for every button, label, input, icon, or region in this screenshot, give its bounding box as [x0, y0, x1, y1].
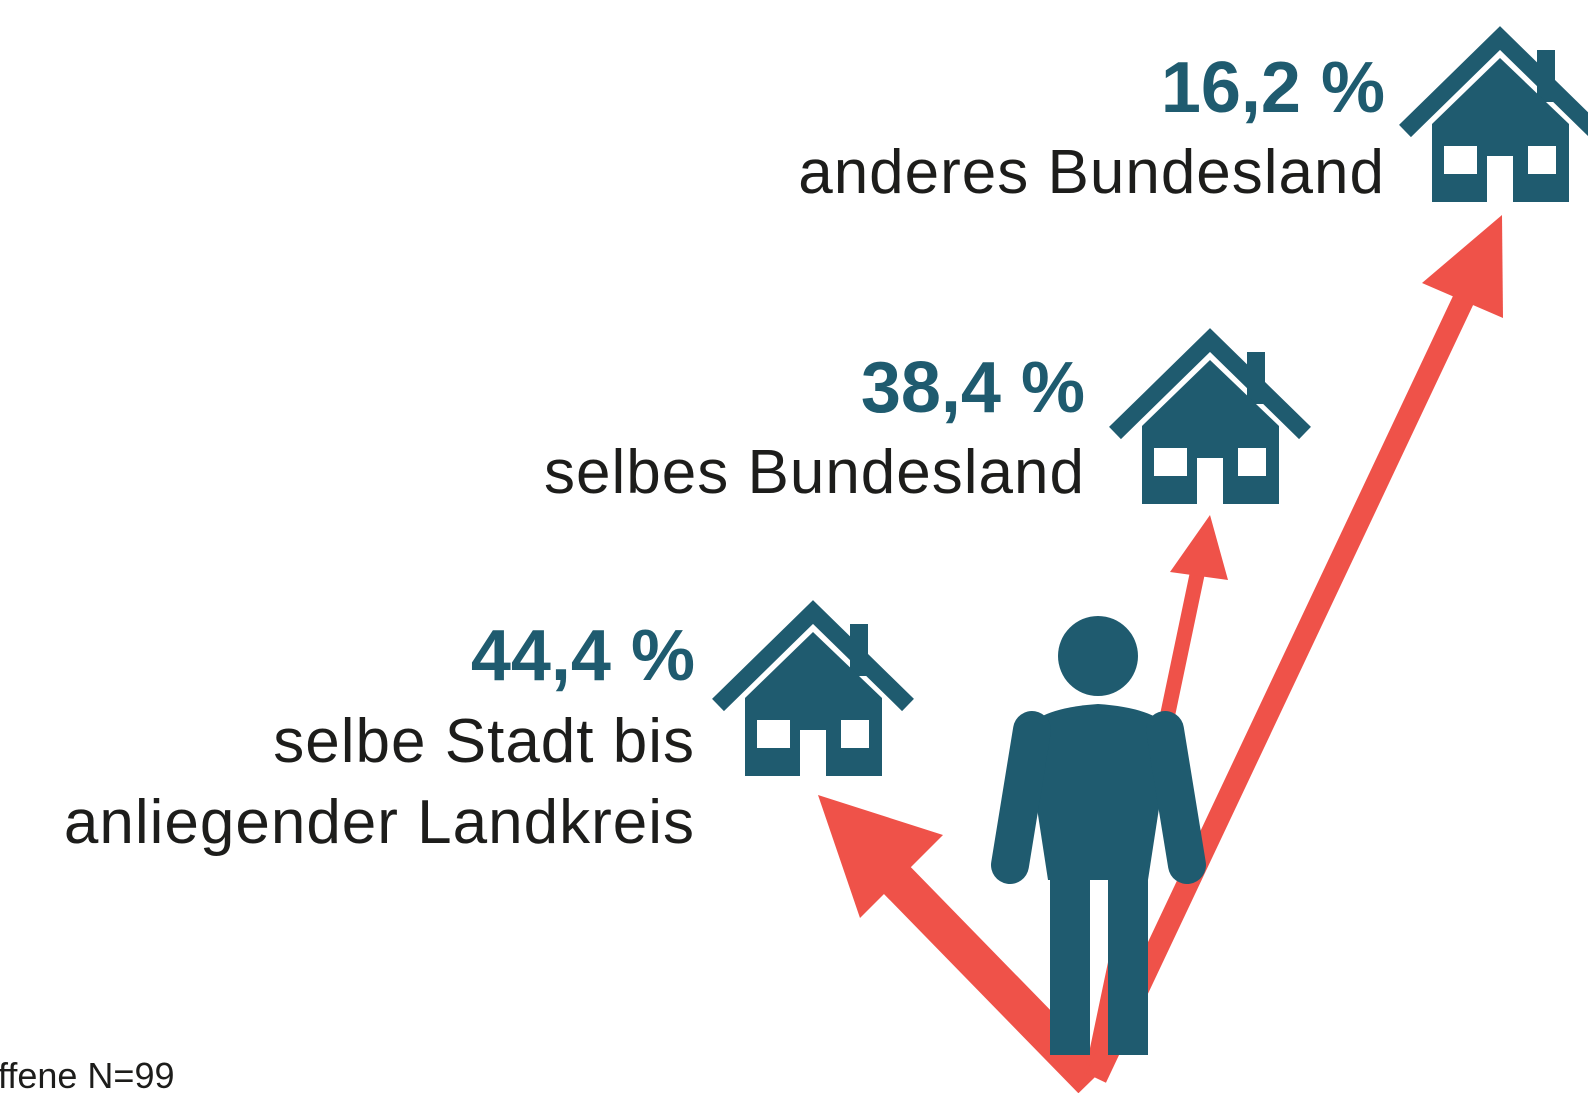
infographic: 16,2 % anderes Bundesland 38,4 % selbes …	[0, 0, 1588, 1093]
destination-label: selbe Stadt bis	[273, 707, 695, 776]
person-icon	[1010, 616, 1187, 1055]
house-icon	[718, 612, 908, 777]
arrows	[818, 215, 1503, 1080]
house-icon	[1115, 340, 1305, 505]
house-icon	[1405, 38, 1588, 203]
destination-label: anderes Bundesland	[798, 138, 1385, 207]
footnote: ffene N=99	[0, 1055, 174, 1093]
page: 16,2 % anderes Bundesland 38,4 % selbes …	[0, 0, 1588, 1093]
percentage: 38,4 %	[861, 348, 1085, 428]
destination-label: anliegender Landkreis	[64, 788, 695, 857]
percentage: 44,4 %	[471, 616, 695, 696]
percentage: 16,2 %	[1161, 48, 1385, 128]
destination-label: selbes Bundesland	[544, 438, 1085, 507]
